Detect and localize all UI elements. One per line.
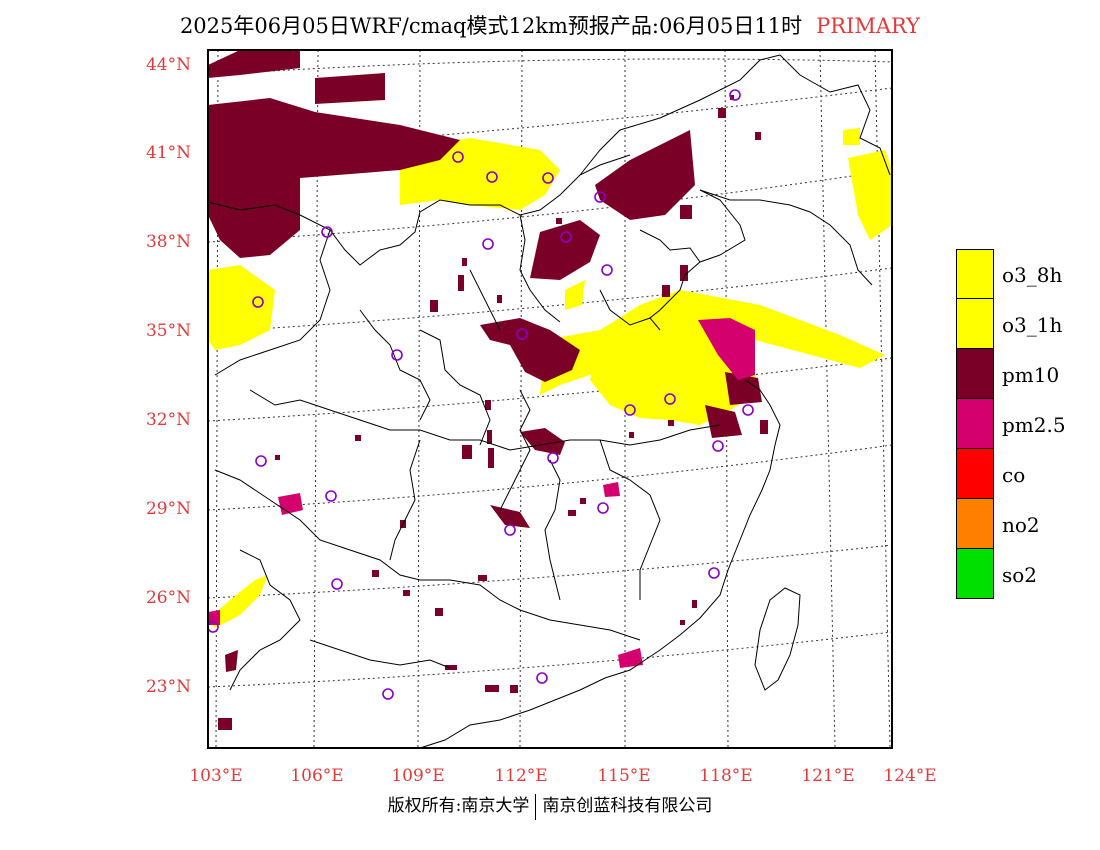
copyright-footer: 版权所有:南京大学 南京创蓝科技有限公司 [0, 791, 1100, 820]
pm10-areas [208, 50, 762, 672]
lat-tick-label: 38°N [145, 232, 191, 252]
lon-tick-label: 112°E [494, 766, 548, 786]
legend-swatch [956, 249, 994, 299]
footer-divider [535, 793, 537, 820]
lat-tick-label: 23°N [145, 677, 191, 697]
lon-tick-label: 124°E [883, 766, 937, 786]
legend-label: pm10 [1002, 363, 1060, 387]
legend-label: o3_8h [1002, 263, 1063, 287]
copyright-owner: 版权所有:南京大学 [387, 796, 530, 816]
title-tag: PRIMARY [816, 14, 921, 38]
map-title: 2025年06月05日WRF/cmaq模式12km预报产品:06月05日11时 P… [0, 10, 1100, 40]
legend-label: co [1002, 463, 1026, 487]
lon-tick-label: 115°E [597, 766, 651, 786]
legend-label: so2 [1002, 563, 1038, 587]
legend-swatch [956, 449, 994, 499]
legend-swatch [956, 399, 994, 449]
title-text: 2025年06月05日WRF/cmaq模式12km预报产品:06月05日11时 [179, 14, 803, 38]
lon-tick-label: 121°E [801, 766, 855, 786]
legend-swatch [956, 299, 994, 349]
lon-tick-label: 103°E [189, 766, 243, 786]
lon-tick-label: 106°E [290, 766, 344, 786]
lat-tick-label: 44°N [145, 55, 191, 75]
lon-tick-label: 109°E [391, 766, 445, 786]
lat-tick-label: 41°N [145, 143, 191, 163]
copyright-company: 南京创蓝科技有限公司 [542, 796, 713, 816]
lon-tick-label: 118°E [699, 766, 753, 786]
lat-tick-label: 35°N [145, 321, 191, 341]
scattered-cells [218, 95, 768, 730]
legend-label: o3_1h [1002, 313, 1063, 337]
boundaries [207, 54, 891, 749]
map-frame [207, 49, 893, 749]
legend-label: pm2.5 [1002, 413, 1066, 437]
legend-swatch [956, 549, 994, 599]
legend-swatch [956, 499, 994, 549]
legend-label: no2 [1002, 513, 1040, 537]
lat-tick-label: 32°N [145, 410, 191, 430]
legend-swatch [956, 349, 994, 399]
station-markers [207, 89, 754, 700]
lat-tick-label: 26°N [145, 588, 191, 608]
lat-tick-label: 29°N [145, 499, 191, 519]
